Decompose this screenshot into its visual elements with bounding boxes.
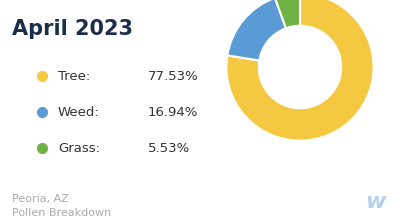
Wedge shape bbox=[226, 0, 374, 141]
Wedge shape bbox=[275, 0, 300, 28]
Text: April 2023: April 2023 bbox=[12, 19, 133, 39]
Wedge shape bbox=[227, 0, 286, 60]
Text: Pollen Breakdown: Pollen Breakdown bbox=[12, 208, 111, 218]
Text: 5.53%: 5.53% bbox=[148, 142, 190, 155]
Text: Grass:: Grass: bbox=[58, 142, 100, 155]
Text: Tree:: Tree: bbox=[58, 69, 90, 82]
Text: Weed:: Weed: bbox=[58, 106, 100, 118]
Text: 77.53%: 77.53% bbox=[148, 69, 199, 82]
Text: Peoria, AZ: Peoria, AZ bbox=[12, 194, 69, 204]
Text: w: w bbox=[365, 192, 385, 212]
Text: 16.94%: 16.94% bbox=[148, 106, 198, 118]
